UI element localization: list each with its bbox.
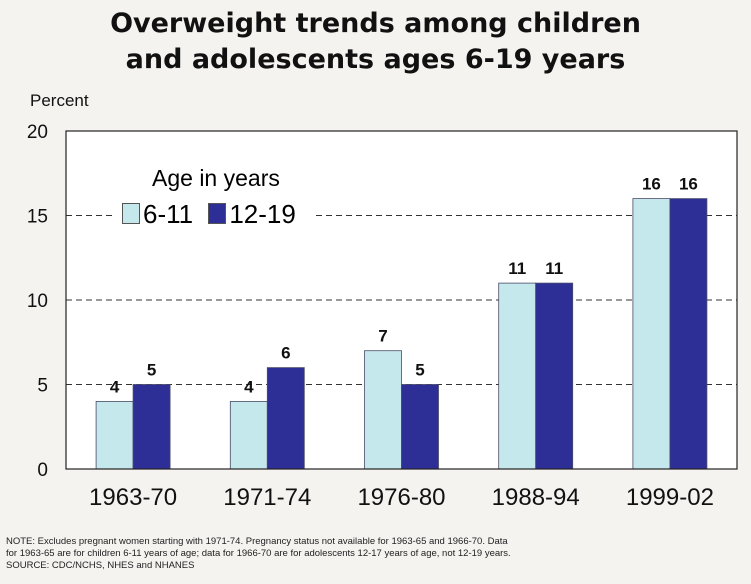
data-label-1999-02-6-11: 16: [642, 175, 661, 194]
data-label-1988-94-6-11: 11: [508, 259, 526, 278]
legend-swatch-6-11: [122, 203, 140, 224]
data-label-1971-74-12-19: 6: [281, 344, 290, 363]
data-label-1988-94-12-19: 11: [545, 259, 563, 278]
bar-1971-74-12-19: [266, 367, 305, 470]
x-tick-label-1999-02: 1999-02: [626, 484, 714, 511]
legend-label-12-19: 12-19: [229, 199, 296, 229]
y-tick-label-5: 5: [37, 376, 48, 397]
y-axis-title: Percent: [30, 91, 89, 110]
data-label-1999-02-12-19: 16: [679, 175, 698, 194]
bar-1976-80-6-11: [364, 350, 402, 470]
legend-title: Age in years: [152, 165, 280, 191]
chart-title-line-2: and adolescents ages 6-19 years: [125, 44, 626, 75]
legend-swatch-12-19: [208, 203, 227, 224]
legend-label-6-11: 6-11: [143, 199, 194, 229]
y-tick-label-20: 20: [27, 122, 48, 143]
bar-1988-94-12-19: [535, 282, 574, 470]
data-label-1963-70-6-11: 4: [110, 377, 120, 396]
bar-1988-94-6-11: [498, 282, 537, 470]
x-tick-label-1963-70: 1963-70: [89, 484, 177, 511]
y-tick-label-15: 15: [27, 207, 48, 228]
footnote-line-1: NOTE: Excludes pregnant women starting w…: [6, 536, 508, 547]
data-label-1976-80-12-19: 5: [415, 361, 424, 380]
bar-1971-74-6-11: [229, 400, 268, 470]
legend-item-6-11: 6-11: [122, 198, 193, 230]
bar-1999-02-12-19: [669, 198, 708, 470]
x-tick-label-1971-74: 1971-74: [223, 484, 311, 511]
legend-item-12-19: 12-19: [208, 198, 296, 230]
chart-title-line-1: Overweight trends among children: [110, 8, 641, 39]
bar-chart: 4 5 1963-70 4 6 1971-74 7 5 1976-80 11 11 1988-94 16…: [27, 122, 738, 511]
bar-1999-02-6-11: [632, 198, 671, 470]
bar-1963-70-12-19: [132, 384, 171, 470]
plot-frame: [65, 130, 738, 470]
bar-1963-70-6-11: [95, 400, 134, 470]
chart-title: Overweight trends among children and ado…: [0, 6, 751, 78]
legend-items: 6-11 12-19: [122, 198, 304, 230]
x-tick-label-1988-94: 1988-94: [492, 484, 580, 511]
data-label-1971-74-6-11: 4: [244, 377, 254, 396]
footnote-source: SOURCE: CDC/NCHS, NHES and NHANES: [6, 560, 195, 571]
footnote-line-2: for 1963-65 are for children 6-11 years …: [6, 548, 511, 559]
data-label-1976-80-6-11: 7: [378, 327, 387, 346]
legend: Age in years 6-11 12-19: [116, 162, 312, 234]
bar-1976-80-12-19: [401, 384, 439, 470]
data-label-1963-70-12-19: 5: [147, 361, 156, 380]
y-tick-label-10: 10: [27, 291, 48, 312]
x-tick-label-1976-80: 1976-80: [357, 484, 445, 511]
y-tick-label-0: 0: [37, 460, 48, 481]
footnote: NOTE: Excludes pregnant women starting w…: [6, 536, 751, 572]
